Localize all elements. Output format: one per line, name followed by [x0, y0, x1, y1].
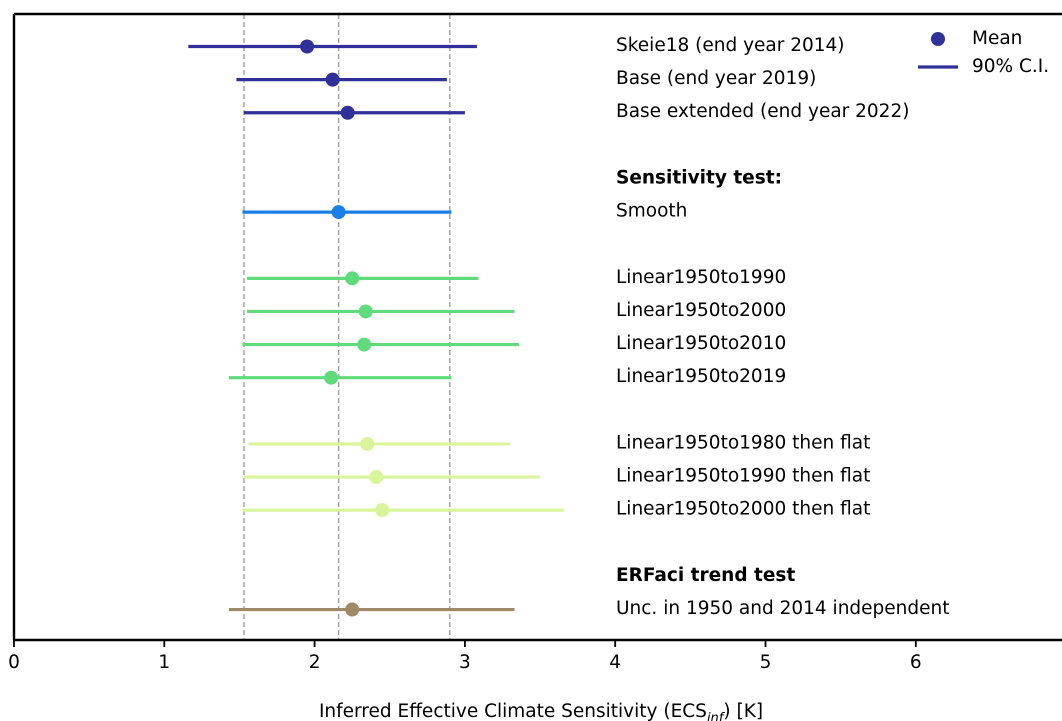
series-label-5: Linear1950to2000 [616, 300, 786, 321]
x-tick-label-6: 6 [910, 652, 922, 673]
series-label-7: Linear1950to2019 [616, 366, 786, 387]
x-axis-label: Inferred Effective Climate Sensitivity (… [319, 701, 763, 721]
mean-point-8 [360, 436, 375, 451]
series-label-2: Base extended (end year 2022) [616, 101, 909, 122]
legend: Mean 90% C.I. [918, 28, 1049, 77]
legend-ci-label: 90% C.I. [972, 56, 1049, 77]
x-tick-label-0: 0 [8, 652, 20, 673]
reference-lines [243, 14, 451, 640]
mean-point-10 [375, 503, 390, 518]
legend-mean-marker [931, 32, 945, 46]
mean-point-11 [345, 602, 360, 617]
series-label-10: Linear1950to2000 then flat [616, 499, 870, 520]
section-header-1: ERFaci trend test [616, 565, 795, 586]
mean-point-5 [358, 304, 373, 319]
x-tick-label-1: 1 [158, 652, 170, 673]
series-label-3: Smooth [616, 201, 687, 222]
mean-point-4 [345, 271, 360, 286]
x-tick-label-5: 5 [760, 652, 772, 673]
series-label-11: Unc. in 1950 and 2014 independent [616, 598, 950, 619]
x-tick-label-2: 2 [309, 652, 321, 673]
axes: 0 1 2 3 4 5 6 [8, 12, 1062, 673]
mean-point-2 [340, 105, 355, 120]
legend-mean-label: Mean [972, 28, 1022, 49]
mean-point-0 [300, 39, 315, 54]
section-header-0: Sensitivity test: [616, 167, 782, 188]
mean-point-1 [325, 72, 340, 87]
x-tick-label-3: 3 [459, 652, 471, 673]
series-label-9: Linear1950to1990 then flat [616, 466, 870, 487]
series-label-1: Base (end year 2019) [616, 68, 816, 89]
series-label-0: Skeie18 (end year 2014) [616, 35, 845, 56]
x-tick-label-4: 4 [609, 652, 621, 673]
row-labels: Skeie18 (end year 2014) Base (end year 20… [616, 35, 950, 619]
series-label-4: Linear1950to1990 [616, 267, 786, 288]
mean-point-7 [324, 370, 339, 385]
mean-point-3 [331, 205, 346, 220]
mean-point-6 [357, 337, 372, 352]
series-label-6: Linear1950to2010 [616, 333, 786, 354]
mean-point-9 [369, 470, 384, 485]
error-bars [188, 39, 565, 617]
series-label-8: Linear1950to1980 then flat [616, 432, 870, 453]
